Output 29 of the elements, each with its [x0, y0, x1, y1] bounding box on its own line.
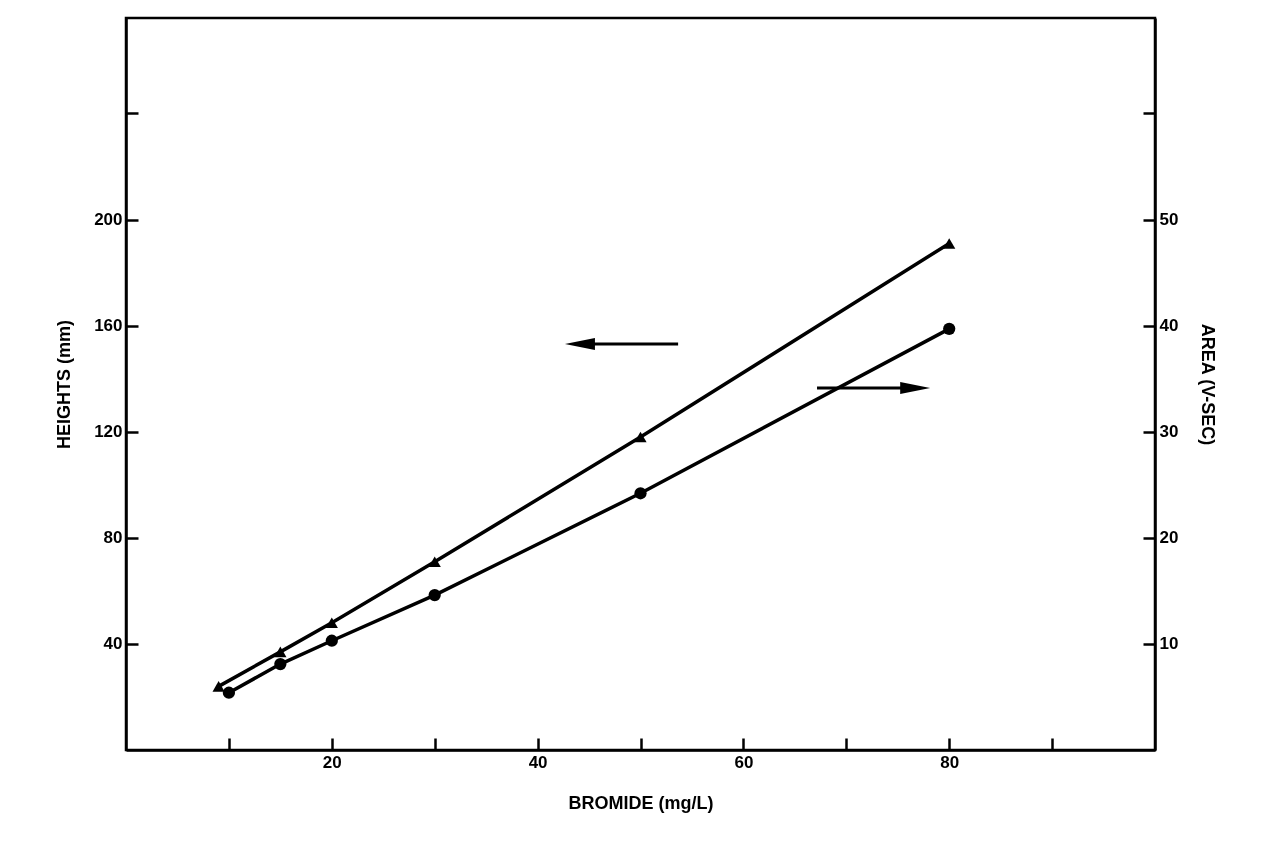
y-tick-label: 200 — [94, 210, 123, 230]
point — [222, 686, 236, 699]
point — [943, 238, 956, 249]
y2-tick-label: 30 — [1159, 422, 1179, 442]
point — [428, 556, 441, 567]
y2-tick-label: 50 — [1159, 210, 1179, 230]
point — [212, 681, 225, 692]
point — [274, 657, 287, 671]
x-tick-label: 80 — [940, 752, 960, 772]
point — [274, 646, 287, 658]
y-tick-label: 40 — [103, 634, 123, 654]
x-tick-label: 60 — [734, 752, 754, 772]
point — [325, 634, 338, 647]
y-tick-label: 120 — [94, 422, 123, 442]
point — [634, 431, 647, 443]
y-axis-title: HEIGHTS (mm) — [54, 319, 75, 450]
y-tick-label: 160 — [94, 316, 123, 336]
x-tick-label: 20 — [322, 752, 342, 772]
y2-tick-label: 10 — [1159, 634, 1179, 654]
x-tick-label: 40 — [528, 752, 548, 772]
y-tick-label: 80 — [103, 528, 123, 548]
y2-tick-label: 40 — [1159, 316, 1179, 336]
point — [325, 617, 338, 628]
point — [943, 322, 956, 335]
x-axis-title: BROMIDE (mg/L) — [568, 792, 714, 813]
y2-axis-title: AREA (V-SEC) — [1198, 323, 1219, 446]
point — [634, 487, 647, 500]
point — [428, 589, 441, 602]
y2-tick-label: 20 — [1159, 528, 1179, 548]
